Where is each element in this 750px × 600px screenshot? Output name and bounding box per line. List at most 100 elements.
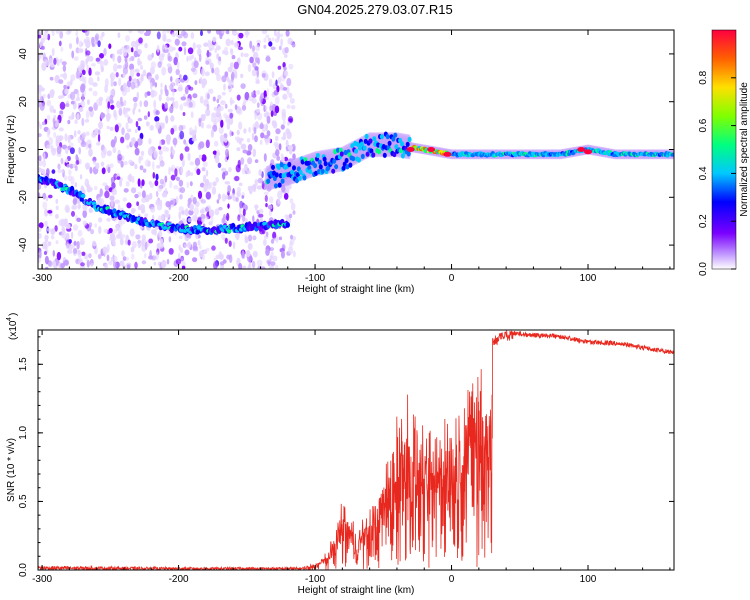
noise-blob — [181, 41, 187, 47]
noise-blob — [207, 182, 211, 190]
noise-blob — [97, 253, 102, 260]
noise-blob — [221, 233, 226, 240]
noise-blob — [252, 148, 257, 158]
noise-blob — [88, 106, 93, 112]
noise-blob — [114, 113, 118, 121]
noise-blob — [60, 73, 66, 78]
noise-blob — [60, 263, 65, 269]
noise-blob — [196, 168, 201, 176]
noise-blob — [92, 160, 96, 165]
noise-blob — [197, 240, 201, 246]
ridge-main-mark — [394, 144, 399, 150]
noise-blob — [134, 147, 140, 156]
noise-blob — [170, 174, 176, 181]
y-tick-label: -20 — [18, 190, 29, 205]
noise-blob — [179, 130, 185, 140]
noise-blob — [192, 42, 196, 50]
noise-blob — [40, 51, 44, 59]
noise-blob — [284, 214, 289, 219]
noise-blob — [287, 37, 293, 45]
noise-blob — [161, 103, 165, 110]
noise-blob — [228, 240, 232, 247]
noise-blob — [46, 99, 52, 107]
ridge-main-mark — [359, 141, 364, 147]
noise-blob — [170, 76, 173, 82]
noise-blob — [72, 204, 78, 210]
y-tick-label: 0.0 — [18, 563, 29, 577]
noise-blob — [88, 67, 92, 76]
noise-blob — [226, 212, 230, 222]
noise-blob — [159, 160, 165, 167]
noise-blob — [81, 117, 85, 127]
noise-blob — [67, 30, 72, 34]
noise-blob — [191, 215, 198, 222]
ridge-main-mark — [406, 151, 411, 157]
ridge-main-mark — [369, 148, 374, 154]
noise-blob — [290, 202, 296, 211]
noise-blob — [137, 178, 141, 187]
noise-blob — [126, 45, 131, 53]
noise-blob — [192, 241, 197, 249]
colorbar-gradient — [711, 29, 737, 270]
noise-blob — [229, 130, 232, 137]
noise-blob — [77, 250, 82, 259]
noise-blob — [44, 220, 48, 227]
noise-blob — [90, 36, 95, 46]
noise-blob — [186, 242, 192, 249]
ridge-main-mark — [334, 164, 339, 170]
noise-blob — [142, 69, 147, 77]
noise-blob — [53, 109, 56, 114]
noise-blob — [270, 261, 276, 266]
noise-blob — [291, 105, 296, 110]
noise-blob — [205, 169, 209, 177]
noise-blob — [187, 197, 192, 204]
noise-blob — [215, 177, 219, 183]
noise-blob — [184, 146, 190, 152]
noise-blob — [255, 44, 260, 52]
noise-blob — [144, 194, 150, 203]
noise-blob — [200, 199, 206, 204]
noise-blob — [86, 260, 90, 268]
noise-blob — [69, 147, 75, 155]
noise-blob — [237, 107, 243, 116]
noise-blob — [184, 249, 190, 256]
noise-blob — [155, 121, 160, 130]
noise-blob — [244, 236, 249, 244]
noise-blob — [95, 57, 101, 62]
noise-blob — [210, 215, 214, 224]
noise-blob — [188, 209, 194, 216]
noise-blob — [52, 250, 55, 257]
noise-blob — [229, 112, 234, 119]
noise-blob — [72, 248, 78, 254]
noise-blob — [275, 135, 279, 142]
noise-blob — [101, 31, 105, 37]
noise-blob — [247, 64, 252, 73]
noise-blob — [198, 154, 203, 159]
noise-blob — [98, 96, 104, 102]
noise-blob — [193, 60, 199, 69]
noise-blob — [252, 235, 257, 241]
noise-blob — [100, 161, 105, 167]
noise-blob — [219, 134, 225, 142]
noise-blob — [112, 53, 115, 62]
noise-blob — [261, 171, 264, 179]
noise-blob — [242, 149, 248, 154]
noise-blob — [165, 89, 169, 97]
noise-blob — [224, 103, 228, 109]
noise-blob — [144, 91, 148, 98]
noise-blob — [56, 145, 62, 155]
noise-blob — [191, 137, 198, 142]
y-tick-label: 0 — [18, 146, 29, 152]
noise-blob — [99, 188, 103, 197]
noise-blob — [125, 181, 130, 187]
noise-blob — [67, 249, 73, 254]
noise-blob — [274, 96, 280, 105]
noise-blob — [284, 54, 288, 58]
noise-blob — [101, 167, 106, 175]
noise-blob — [220, 100, 226, 106]
noise-blob — [76, 92, 80, 98]
noise-blob — [53, 57, 57, 66]
noise-blob — [241, 250, 245, 259]
noise-blob — [138, 108, 141, 113]
noise-blob — [132, 96, 138, 103]
